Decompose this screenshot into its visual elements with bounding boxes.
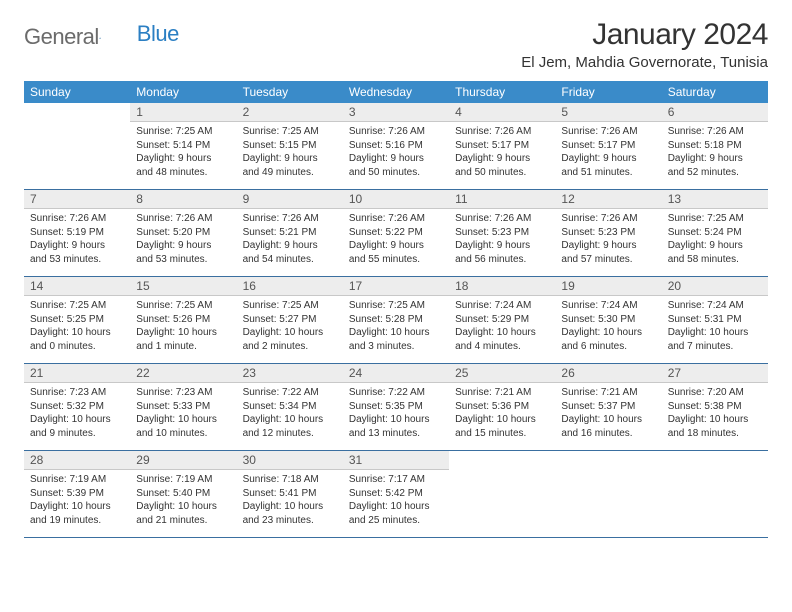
day-detail-cell: Sunrise: 7:26 AMSunset: 5:19 PMDaylight:… bbox=[24, 209, 130, 277]
day-detail-cell: Sunrise: 7:20 AMSunset: 5:38 PMDaylight:… bbox=[662, 383, 768, 451]
day-detail-cell: Sunrise: 7:22 AMSunset: 5:35 PMDaylight:… bbox=[343, 383, 449, 451]
day-detail-cell: Sunrise: 7:25 AMSunset: 5:15 PMDaylight:… bbox=[237, 122, 343, 190]
day-detail-cell: Sunrise: 7:25 AMSunset: 5:25 PMDaylight:… bbox=[24, 296, 130, 364]
day-number-cell: 23 bbox=[237, 364, 343, 383]
day-number-cell bbox=[24, 103, 130, 122]
logo-text-gray: General bbox=[24, 24, 99, 50]
day-header: Friday bbox=[555, 81, 661, 103]
day-detail-cell: Sunrise: 7:23 AMSunset: 5:32 PMDaylight:… bbox=[24, 383, 130, 451]
day-number-cell: 13 bbox=[662, 190, 768, 209]
day-number-cell: 22 bbox=[130, 364, 236, 383]
day-number-cell bbox=[662, 451, 768, 470]
detail-row: Sunrise: 7:26 AMSunset: 5:19 PMDaylight:… bbox=[24, 209, 768, 277]
detail-row: Sunrise: 7:25 AMSunset: 5:14 PMDaylight:… bbox=[24, 122, 768, 190]
day-number-cell: 20 bbox=[662, 277, 768, 296]
day-number-cell: 7 bbox=[24, 190, 130, 209]
day-detail-cell: Sunrise: 7:23 AMSunset: 5:33 PMDaylight:… bbox=[130, 383, 236, 451]
day-detail-cell: Sunrise: 7:24 AMSunset: 5:29 PMDaylight:… bbox=[449, 296, 555, 364]
header: General Blue January 2024 El Jem, Mahdia… bbox=[24, 18, 768, 71]
day-number-cell: 12 bbox=[555, 190, 661, 209]
day-number-cell: 11 bbox=[449, 190, 555, 209]
day-number-cell: 26 bbox=[555, 364, 661, 383]
calendar-table: Sunday Monday Tuesday Wednesday Thursday… bbox=[24, 81, 768, 538]
day-header-row: Sunday Monday Tuesday Wednesday Thursday… bbox=[24, 81, 768, 103]
day-header: Tuesday bbox=[237, 81, 343, 103]
day-number-cell: 10 bbox=[343, 190, 449, 209]
day-number-cell: 30 bbox=[237, 451, 343, 470]
day-number-cell: 3 bbox=[343, 103, 449, 122]
day-detail-cell: Sunrise: 7:26 AMSunset: 5:23 PMDaylight:… bbox=[555, 209, 661, 277]
day-header: Saturday bbox=[662, 81, 768, 103]
day-number-cell: 4 bbox=[449, 103, 555, 122]
day-number-cell: 15 bbox=[130, 277, 236, 296]
day-number-cell: 24 bbox=[343, 364, 449, 383]
day-number-cell: 14 bbox=[24, 277, 130, 296]
day-detail-cell: Sunrise: 7:26 AMSunset: 5:17 PMDaylight:… bbox=[555, 122, 661, 190]
day-number-cell bbox=[449, 451, 555, 470]
day-number-cell: 6 bbox=[662, 103, 768, 122]
day-detail-cell: Sunrise: 7:19 AMSunset: 5:40 PMDaylight:… bbox=[130, 470, 236, 538]
day-header: Monday bbox=[130, 81, 236, 103]
day-number-cell: 5 bbox=[555, 103, 661, 122]
day-detail-cell: Sunrise: 7:26 AMSunset: 5:16 PMDaylight:… bbox=[343, 122, 449, 190]
location: El Jem, Mahdia Governorate, Tunisia bbox=[521, 54, 768, 71]
day-number-cell: 1 bbox=[130, 103, 236, 122]
day-header: Sunday bbox=[24, 81, 130, 103]
day-number-cell: 28 bbox=[24, 451, 130, 470]
day-detail-cell: Sunrise: 7:26 AMSunset: 5:22 PMDaylight:… bbox=[343, 209, 449, 277]
day-detail-cell: Sunrise: 7:24 AMSunset: 5:30 PMDaylight:… bbox=[555, 296, 661, 364]
day-detail-cell: Sunrise: 7:26 AMSunset: 5:17 PMDaylight:… bbox=[449, 122, 555, 190]
day-number-cell: 18 bbox=[449, 277, 555, 296]
day-detail-cell: Sunrise: 7:25 AMSunset: 5:28 PMDaylight:… bbox=[343, 296, 449, 364]
daynum-row: 123456 bbox=[24, 103, 768, 122]
day-detail-cell bbox=[662, 470, 768, 538]
day-detail-cell: Sunrise: 7:17 AMSunset: 5:42 PMDaylight:… bbox=[343, 470, 449, 538]
day-number-cell: 31 bbox=[343, 451, 449, 470]
detail-row: Sunrise: 7:23 AMSunset: 5:32 PMDaylight:… bbox=[24, 383, 768, 451]
day-detail-cell: Sunrise: 7:25 AMSunset: 5:26 PMDaylight:… bbox=[130, 296, 236, 364]
logo-text-blue: Blue bbox=[137, 21, 179, 47]
day-detail-cell: Sunrise: 7:25 AMSunset: 5:14 PMDaylight:… bbox=[130, 122, 236, 190]
daynum-row: 28293031 bbox=[24, 451, 768, 470]
day-detail-cell: Sunrise: 7:22 AMSunset: 5:34 PMDaylight:… bbox=[237, 383, 343, 451]
day-number-cell: 19 bbox=[555, 277, 661, 296]
day-number-cell: 8 bbox=[130, 190, 236, 209]
day-detail-cell: Sunrise: 7:26 AMSunset: 5:21 PMDaylight:… bbox=[237, 209, 343, 277]
day-number-cell: 2 bbox=[237, 103, 343, 122]
day-detail-cell: Sunrise: 7:25 AMSunset: 5:27 PMDaylight:… bbox=[237, 296, 343, 364]
daynum-row: 14151617181920 bbox=[24, 277, 768, 296]
daynum-row: 78910111213 bbox=[24, 190, 768, 209]
day-detail-cell bbox=[555, 470, 661, 538]
daynum-row: 21222324252627 bbox=[24, 364, 768, 383]
day-detail-cell: Sunrise: 7:21 AMSunset: 5:37 PMDaylight:… bbox=[555, 383, 661, 451]
day-detail-cell: Sunrise: 7:26 AMSunset: 5:18 PMDaylight:… bbox=[662, 122, 768, 190]
day-header: Thursday bbox=[449, 81, 555, 103]
logo-sail-icon bbox=[99, 30, 101, 46]
day-number-cell: 29 bbox=[130, 451, 236, 470]
day-header: Wednesday bbox=[343, 81, 449, 103]
day-number-cell: 25 bbox=[449, 364, 555, 383]
day-detail-cell: Sunrise: 7:21 AMSunset: 5:36 PMDaylight:… bbox=[449, 383, 555, 451]
day-detail-cell bbox=[24, 122, 130, 190]
title-block: January 2024 El Jem, Mahdia Governorate,… bbox=[521, 18, 768, 71]
day-number-cell: 16 bbox=[237, 277, 343, 296]
day-detail-cell bbox=[449, 470, 555, 538]
detail-row: Sunrise: 7:25 AMSunset: 5:25 PMDaylight:… bbox=[24, 296, 768, 364]
day-detail-cell: Sunrise: 7:25 AMSunset: 5:24 PMDaylight:… bbox=[662, 209, 768, 277]
day-detail-cell: Sunrise: 7:19 AMSunset: 5:39 PMDaylight:… bbox=[24, 470, 130, 538]
day-number-cell: 21 bbox=[24, 364, 130, 383]
day-detail-cell: Sunrise: 7:18 AMSunset: 5:41 PMDaylight:… bbox=[237, 470, 343, 538]
day-number-cell: 17 bbox=[343, 277, 449, 296]
day-detail-cell: Sunrise: 7:24 AMSunset: 5:31 PMDaylight:… bbox=[662, 296, 768, 364]
month-title: January 2024 bbox=[521, 18, 768, 52]
day-number-cell: 27 bbox=[662, 364, 768, 383]
logo: General Blue bbox=[24, 18, 179, 50]
day-number-cell bbox=[555, 451, 661, 470]
day-detail-cell: Sunrise: 7:26 AMSunset: 5:20 PMDaylight:… bbox=[130, 209, 236, 277]
detail-row: Sunrise: 7:19 AMSunset: 5:39 PMDaylight:… bbox=[24, 470, 768, 538]
day-detail-cell: Sunrise: 7:26 AMSunset: 5:23 PMDaylight:… bbox=[449, 209, 555, 277]
day-number-cell: 9 bbox=[237, 190, 343, 209]
